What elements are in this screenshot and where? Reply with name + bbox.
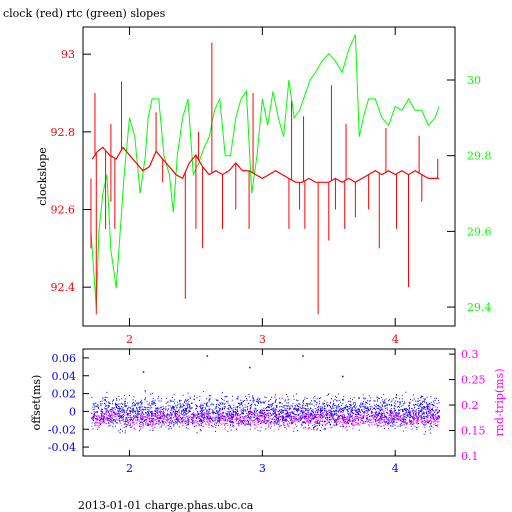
offset-outlier <box>249 366 251 369</box>
top-y-tick-label: 92.6 <box>51 204 76 217</box>
top-axes-group: 2 3 4 92.4 92.6 92.8 93 29.4 29.6 29.8 30 clockslop… <box>36 27 492 346</box>
offset-outlier <box>342 375 344 378</box>
rtc-series-line <box>90 34 440 308</box>
footer-caption: 2013-01-01 charge.phas.ubc.ca <box>78 499 254 512</box>
top-plot-frame <box>82 26 456 327</box>
top-y-tick-label: 92.4 <box>51 281 76 294</box>
top-y2-tick-label: 30 <box>467 74 481 87</box>
bottom-x-tick-label: 2 <box>126 462 133 475</box>
top-x-tick-label: 3 <box>259 333 266 346</box>
bottom-y-tick-label: 0.04 <box>52 370 77 383</box>
bottom-y2-tick-label: 0.3 <box>461 348 479 361</box>
top-series-group <box>90 34 440 315</box>
clock-series-line <box>91 146 440 183</box>
bottom-y-tick-label: -0.04 <box>48 441 76 454</box>
bottom-y2-tick-label: 0.25 <box>461 374 486 387</box>
top-x-tick-label: 4 <box>392 333 399 346</box>
top-chart: 2 3 4 92.4 92.6 92.8 93 29.4 29.6 29.8 30 clockslop… <box>36 26 492 346</box>
bottom-y2-tick-label: 0.15 <box>461 425 486 438</box>
top-y2-tick-label: 29.6 <box>467 225 492 238</box>
rnd-trip-points <box>91 406 440 432</box>
top-x-tick-label: 2 <box>126 333 133 346</box>
bottom-y-tick-label: 0 <box>69 405 76 418</box>
offset-points <box>91 390 441 435</box>
bottom-y-tick-label: 0.02 <box>52 388 77 401</box>
bottom-x-tick-label: 4 <box>392 462 399 475</box>
bottom-plot-frame <box>82 348 456 457</box>
top-y-axis-label: clockslope <box>36 147 49 205</box>
bottom-y2-axis-label: rnd-trip(ms) <box>493 369 506 437</box>
chart-title: clock (red) rtc (green) slopes <box>3 7 166 20</box>
offset-outlier <box>206 355 209 357</box>
bottom-x-tick-label: 3 <box>259 462 266 475</box>
bottom-chart: 2 3 4 -0.04 -0.02 0 0.02 0.04 0.06 0.1 0.15 0.2 0.25… <box>30 348 506 475</box>
top-y2-tick-label: 29.4 <box>467 301 492 314</box>
bottom-series-group <box>91 355 441 435</box>
bottom-axes-group: 2 3 4 -0.04 -0.02 0 0.02 0.04 0.06 0.1 0.15 0.2 0.25… <box>30 348 506 475</box>
offset-outlier <box>142 371 145 373</box>
bottom-y-axis-label: offset(ms) <box>30 375 43 431</box>
bottom-y2-tick-label: 0.1 <box>461 450 479 463</box>
bottom-y-tick-label: 0.06 <box>52 352 77 365</box>
bottom-y-tick-label: -0.02 <box>48 423 76 436</box>
top-y-tick-label: 92.8 <box>51 126 76 139</box>
offset-outlier <box>302 355 304 357</box>
bottom-y2-tick-label: 0.2 <box>461 399 479 412</box>
top-y-tick-label: 93 <box>61 48 75 61</box>
top-y2-tick-label: 29.8 <box>467 150 492 163</box>
